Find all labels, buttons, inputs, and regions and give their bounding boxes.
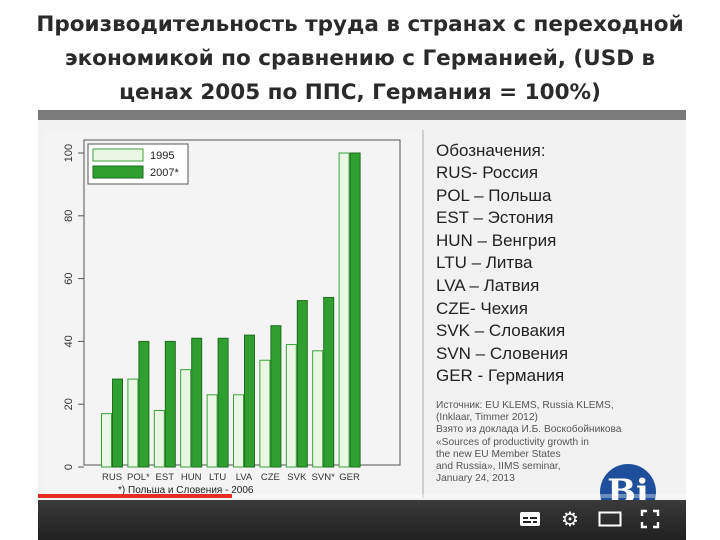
x-tick-label: LTU <box>209 472 226 483</box>
source-line: Взято из доклада И.Б. Воскобойникова <box>436 424 622 436</box>
source-note: Источник: EU KLEMS, Russia KLEMS, (Inkla… <box>436 400 686 485</box>
gear-icon: ⚙ <box>561 508 579 531</box>
source-line: and Russia», IIMS seminar, <box>436 461 561 473</box>
bar-1995-CZE <box>259 359 271 468</box>
bar-2007*-LVA <box>244 334 255 468</box>
legend-title: Обозначения: <box>436 141 546 160</box>
y-tick-label: 0 <box>63 464 75 470</box>
progress-bar[interactable] <box>38 494 686 498</box>
bar-chart: 0 20 40 60 80 100 RUS POL* EST HUN LTU LVA CZE SVK SVN… <box>63 139 401 483</box>
subtitles-button[interactable] <box>516 506 544 532</box>
x-tick-label: EST <box>156 472 175 483</box>
country-legend: Обозначения: RUS- Россия POL – Польша ES… <box>436 140 636 388</box>
source-line: «Sources of productivity growth in <box>436 436 589 448</box>
legend-label-1995: 1995 <box>150 150 174 162</box>
y-tick-label: 80 <box>63 210 75 222</box>
x-tick-label: CZE <box>261 472 280 483</box>
theater-mode-icon <box>598 511 622 527</box>
legend-item: CZE- Чехия <box>436 298 528 318</box>
legend-item: LVA – Латвия <box>436 275 540 295</box>
legend-item: GER - Германия <box>436 366 565 386</box>
bar-1995-POL* <box>127 378 139 468</box>
source-line: (Inklaar, Timmer 2012) <box>436 412 538 424</box>
legend-item: POL – Польша <box>436 185 552 205</box>
y-tick-label: 100 <box>63 144 75 162</box>
subtitles-icon <box>520 512 540 526</box>
x-tick-label: GER <box>339 472 360 483</box>
title-line-1: Производительность труда в странах с пер… <box>36 12 684 37</box>
legend-label-2007*: 2007* <box>150 167 179 179</box>
legend-item: LTU – Литва <box>436 253 533 273</box>
x-tick-label: HUN <box>181 472 202 483</box>
title-line-2: экономикой по сравнению с Германией, (US… <box>64 46 656 71</box>
title-line-3: ценах 2005 по ППС, Германия = 100%) <box>119 80 601 105</box>
fullscreen-icon <box>640 509 660 529</box>
source-line: January 24, 2013 <box>436 473 515 485</box>
legend-item: SVN – Словения <box>436 343 569 363</box>
y-tick-label: 60 <box>63 272 75 284</box>
bar-2007*-SVK <box>296 300 308 468</box>
y-tick-label: 20 <box>63 398 75 410</box>
source-line: the new EU Member States <box>436 448 561 460</box>
bar-1995-GER <box>338 152 350 468</box>
x-tick-label: RUS <box>102 472 122 483</box>
source-line: Источник: EU KLEMS, Russia KLEMS, <box>436 400 614 411</box>
bar-1995-EST <box>153 409 165 468</box>
slide-title: Производительность труда в странах с пер… <box>0 8 720 110</box>
settings-button[interactable]: ⚙ <box>556 506 584 532</box>
bar-2007*-LTU <box>217 337 229 468</box>
bar-1995-RUS <box>101 413 112 468</box>
legend-item: SVK – Словакия <box>436 321 566 341</box>
x-tick-label: POL* <box>127 472 150 483</box>
legend-item: RUS- Россия <box>436 163 539 182</box>
bar-2007*-EST <box>164 340 176 468</box>
progress-bar-fill <box>38 494 233 498</box>
bar-2007*-GER <box>349 152 361 468</box>
y-tick-label: 40 <box>63 335 75 347</box>
bar-2007*-SVN* <box>323 296 335 468</box>
x-tick-label: LVA <box>236 472 253 483</box>
x-tick-label: SVK <box>287 472 307 483</box>
legend-swatch-2007* <box>92 165 144 179</box>
bar-2007*-HUN <box>191 337 203 468</box>
bar-2007*-CZE <box>270 325 282 468</box>
theater-mode-button[interactable] <box>596 506 624 532</box>
bar-1995-LVA <box>233 394 244 468</box>
bar-2007*-RUS <box>112 378 123 468</box>
bar-2007*-POL* <box>138 340 150 468</box>
bar-1995-SVN* <box>312 350 324 468</box>
player-controls <box>38 500 686 540</box>
bar-1995-SVK <box>285 344 297 468</box>
bar-1995-HUN <box>180 369 192 468</box>
chart-footnote: *) Польша и Словения - 2006 <box>118 485 254 496</box>
legend-item: EST – Эстония <box>436 208 554 228</box>
legend-swatch-1995 <box>92 148 144 162</box>
legend-item: HUN – Венгрия <box>436 230 557 250</box>
bar-1995-LTU <box>206 394 218 468</box>
x-tick-label: SVN* <box>312 472 336 483</box>
fullscreen-button[interactable] <box>636 506 664 532</box>
